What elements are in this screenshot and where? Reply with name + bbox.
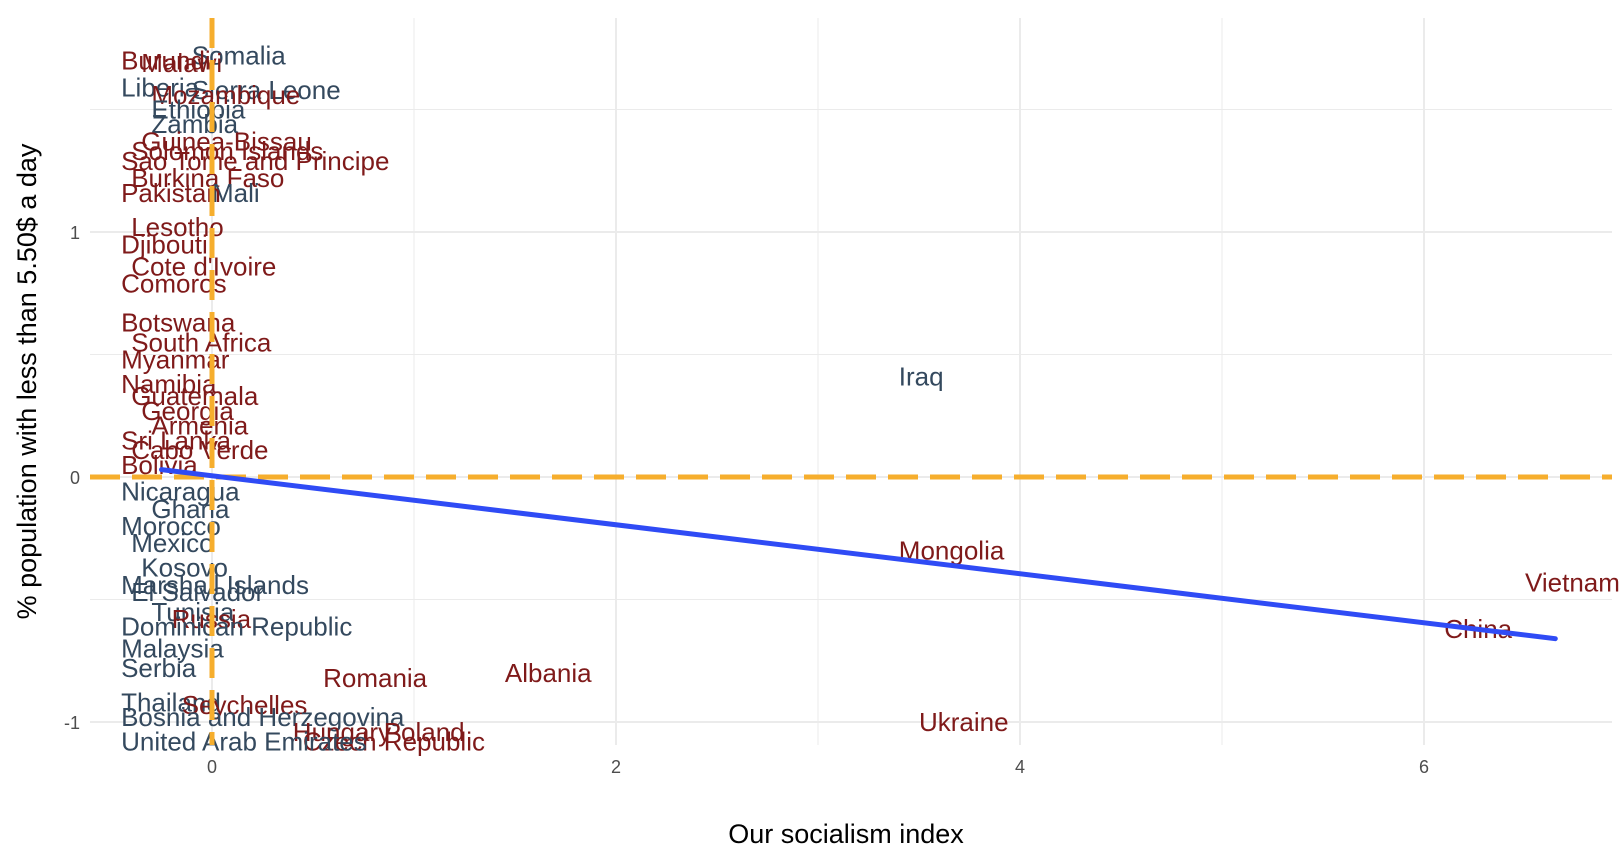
country-label: Poland <box>384 717 465 747</box>
country-label: Mali <box>212 178 260 208</box>
country-label: Nicaragua <box>121 477 240 507</box>
country-label: Mozambique <box>151 80 300 110</box>
country-label: United Arab Emirates <box>121 727 367 757</box>
y-tick-label: 1 <box>70 223 80 243</box>
country-label: Guatemala <box>131 381 259 411</box>
y-axis-title: % population with less than 5.50$ a day <box>12 143 42 619</box>
country-label: Albania <box>505 658 592 688</box>
country-label: Burkina Faso <box>131 163 284 193</box>
country-label: Pakistan <box>121 178 221 208</box>
country-label: Cabo Verde <box>131 435 268 465</box>
country-label: Hungary <box>293 717 391 747</box>
country-label: Comoros <box>121 268 226 298</box>
reference-lines <box>90 18 1612 745</box>
trend-line <box>159 467 1558 642</box>
country-label: Somalia <box>192 41 286 71</box>
country-label: Georgia <box>141 396 234 426</box>
country-label: Malawi <box>141 48 222 78</box>
x-tick-label: 4 <box>1015 757 1025 777</box>
country-label: Zambia <box>151 109 238 139</box>
country-label: Morocco <box>121 511 221 541</box>
country-label: El Salvador <box>131 577 264 607</box>
axis-ticks: 0 2 4 6 -1 0 1 <box>64 223 1429 777</box>
country-label: Sierra Leone <box>192 75 341 105</box>
country-label: Djibouti <box>121 229 208 259</box>
country-label: Serbia <box>121 653 197 683</box>
x-axis-title: Our socialism index <box>728 819 964 849</box>
country-label: Burundi <box>121 46 211 76</box>
country-label: Mexico <box>131 528 213 558</box>
country-label: Cote d'Ivoire <box>131 251 276 281</box>
country-label: Dominican Republic <box>121 611 352 641</box>
country-label: Lesotho <box>131 212 224 242</box>
y-tick-label: -1 <box>64 713 80 733</box>
country-label: Ghana <box>151 494 230 524</box>
country-label: South Africa <box>131 327 272 357</box>
x-tick-label: 0 <box>207 757 217 777</box>
country-label: Liberia <box>121 72 200 102</box>
country-label: Iraq <box>899 362 944 392</box>
country-label: Marshall Islands <box>121 570 309 600</box>
country-label: Solomon Islands <box>131 136 323 166</box>
country-label: Romania <box>323 663 428 693</box>
country-label: Czech Republic <box>303 727 485 757</box>
country-label: Armenia <box>151 411 248 441</box>
x-tick-label: 2 <box>611 757 621 777</box>
country-label: Bosnia and Herzegovina <box>121 702 405 732</box>
country-label: Sao Tome and Principe <box>121 146 389 176</box>
country-label: Thailand <box>121 687 221 717</box>
country-label: Tunisia <box>151 597 234 627</box>
country-label: Ethiopia <box>151 95 245 125</box>
country-label: Vietnam <box>1525 567 1620 597</box>
country-label: Seychelles <box>182 690 308 720</box>
x-tick-label: 6 <box>1419 757 1429 777</box>
country-label: Botswana <box>121 308 236 338</box>
country-label: Guinea-Bissau <box>141 126 312 156</box>
trend-line-group <box>159 467 1558 642</box>
country-label: Namibia <box>121 369 217 399</box>
y-tick-label: 0 <box>70 468 80 488</box>
country-label: Malaysia <box>121 634 224 664</box>
country-label: Ukraine <box>919 707 1009 737</box>
